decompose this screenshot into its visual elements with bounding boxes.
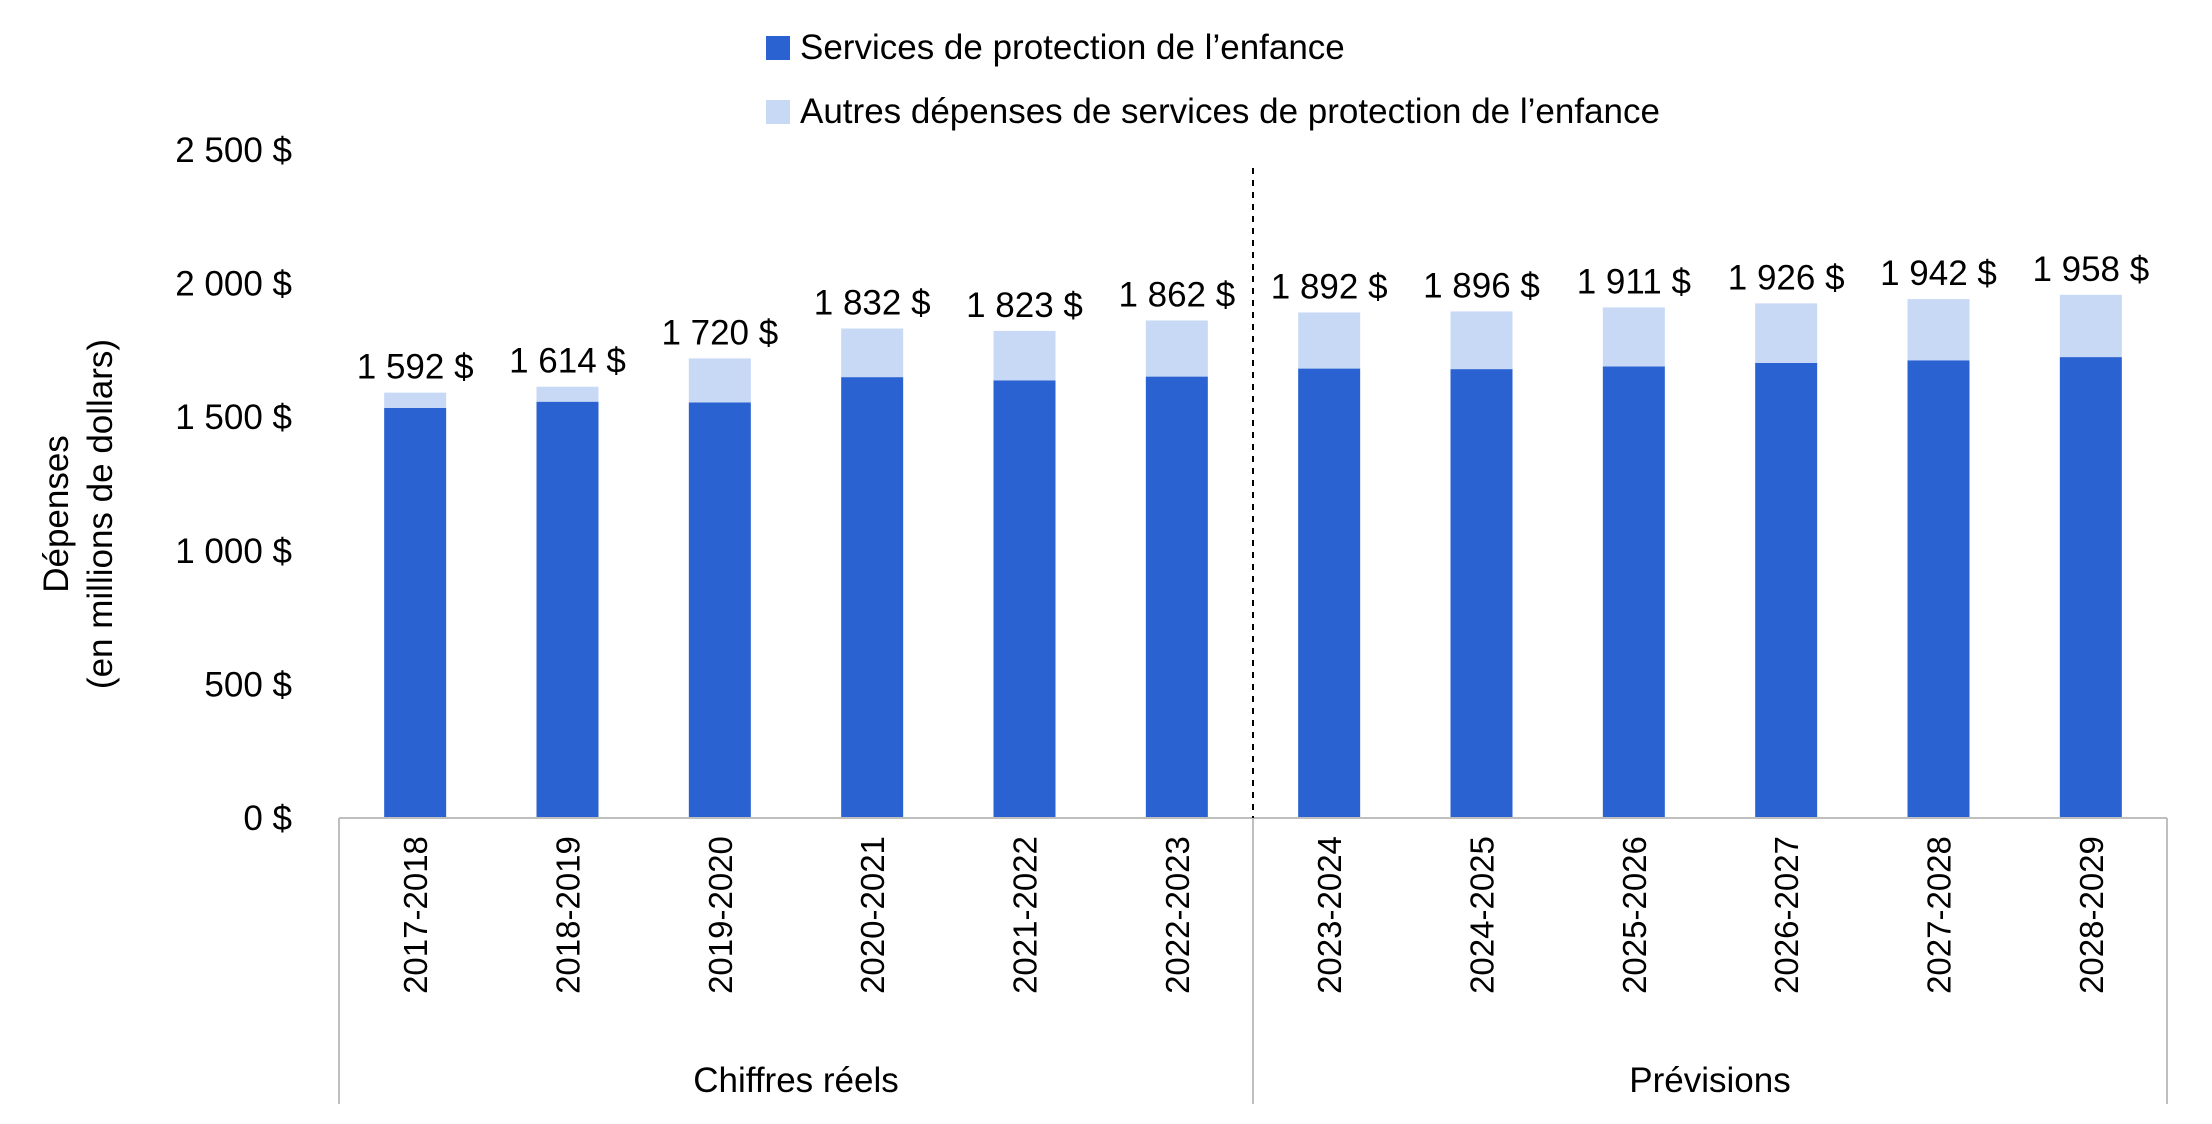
bar-autres (1907, 299, 1970, 361)
total-value-label: 1 958 $ (2032, 250, 2149, 289)
category-label: 2022-2023 (1159, 836, 1196, 994)
bar-services (1145, 376, 1208, 818)
y-tick-label: 500 $ (204, 665, 292, 704)
bar-autres (1298, 312, 1361, 369)
total-value-label: 1 892 $ (1271, 267, 1388, 306)
group-label: Chiffres réels (693, 1061, 899, 1100)
bar-services (1450, 369, 1513, 818)
y-tick-label: 2 500 $ (175, 131, 292, 170)
bar-services (841, 377, 904, 818)
bar-autres (1755, 303, 1818, 363)
bar-services (1602, 366, 1665, 818)
bar-autres (1450, 311, 1513, 370)
bar-autres (1145, 320, 1208, 377)
total-value-label: 1 823 $ (966, 286, 1083, 325)
total-value-label: 1 720 $ (661, 313, 778, 352)
y-tick-label: 0 $ (243, 799, 292, 838)
category-label: 2021-2022 (1007, 836, 1044, 994)
legend-item-autres: Autres dépenses de services de protectio… (766, 80, 1660, 144)
bar-services (1755, 362, 1818, 818)
total-value-label: 1 896 $ (1423, 266, 1540, 305)
legend-swatch-autres (766, 100, 790, 124)
y-axis-title: (en millions de dollars) (81, 339, 120, 689)
category-label: 2020-2021 (854, 836, 891, 994)
bar-autres (536, 386, 599, 402)
legend-item-services: Services de protection de l’enfance (766, 16, 1660, 80)
legend-label-services: Services de protection de l’enfance (800, 28, 1345, 67)
category-label: 2019-2020 (702, 836, 739, 994)
bar-autres (1602, 307, 1665, 367)
bar-autres (384, 392, 447, 408)
bar-services (688, 402, 751, 818)
category-label: 2017-2018 (397, 836, 434, 994)
group-label: Prévisions (1629, 1061, 1790, 1100)
category-label: 2028-2029 (2073, 836, 2110, 994)
y-tick-label: 2 000 $ (175, 265, 292, 304)
bar-autres (993, 330, 1056, 381)
total-value-label: 1 926 $ (1728, 258, 1845, 297)
total-value-label: 1 942 $ (1880, 254, 1997, 293)
total-value-label: 1 832 $ (814, 283, 931, 322)
category-label: 2023-2024 (1311, 836, 1348, 994)
y-tick-label: 1 000 $ (175, 532, 292, 571)
bar-autres (2059, 294, 2122, 358)
total-value-label: 1 911 $ (1577, 262, 1691, 301)
category-label: 2027-2028 (1921, 836, 1958, 994)
total-value-label: 1 592 $ (357, 348, 474, 387)
category-label: 2024-2025 (1464, 836, 1501, 994)
legend-swatch-services (766, 36, 790, 60)
category-label: 2018-2019 (550, 836, 587, 994)
bar-services (1907, 360, 1970, 818)
legend-label-autres: Autres dépenses de services de protectio… (800, 92, 1660, 131)
total-value-label: 1 614 $ (509, 342, 626, 381)
category-label: 2025-2026 (1616, 836, 1653, 994)
y-tick-label: 1 500 $ (175, 398, 292, 437)
bar-services (384, 407, 447, 818)
category-label: 2026-2027 (1768, 836, 1805, 994)
legend: Services de protection de l’enfance Autr… (766, 16, 1660, 144)
bar-autres (688, 358, 751, 403)
bar-services (993, 380, 1056, 818)
y-axis-title: Dépenses (37, 435, 76, 593)
bar-autres (841, 328, 904, 378)
bar-services (1298, 368, 1361, 818)
total-value-label: 1 862 $ (1118, 275, 1235, 314)
bar-services (536, 401, 599, 818)
bar-services (2059, 357, 2122, 818)
